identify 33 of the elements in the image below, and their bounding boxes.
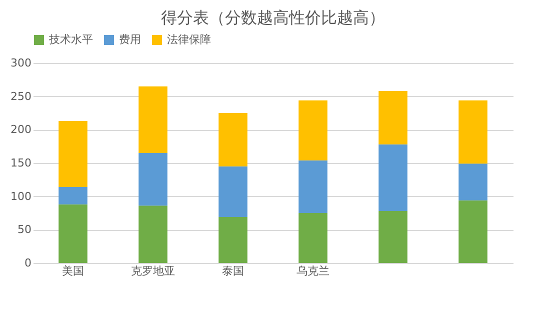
- y-tick-label: 100: [10, 190, 32, 203]
- bar: [298, 213, 328, 263]
- legend-label: 法律保障: [167, 33, 211, 46]
- bar: [58, 204, 88, 263]
- bar: [378, 91, 408, 144]
- y-tick-label: 200: [10, 123, 32, 136]
- bar: [218, 217, 248, 263]
- bar: [378, 211, 408, 263]
- bar: [298, 100, 328, 160]
- bar: [458, 200, 488, 263]
- bar: [458, 164, 488, 200]
- x-tick-label: 泰国: [222, 264, 244, 278]
- bar: [58, 187, 88, 204]
- bar: [138, 153, 168, 206]
- bar: [298, 160, 328, 213]
- x-tick-label: 乌克兰: [296, 264, 330, 278]
- bar: [58, 121, 88, 187]
- y-tick-label: 300: [10, 56, 32, 70]
- y-tick-label: 250: [10, 90, 32, 103]
- x-tick-label: 克罗地亚: [131, 264, 175, 278]
- y-tick-label: 0: [24, 256, 32, 270]
- bar: [378, 144, 408, 211]
- y-tick-label: 50: [18, 223, 32, 236]
- bar: [138, 86, 168, 153]
- legend-label: 费用: [119, 33, 141, 46]
- legend-label: 技术水平: [48, 33, 93, 46]
- bar: [138, 206, 168, 263]
- x-tick-label: 美国: [62, 264, 84, 278]
- chart-title: 得分表（分数越高性价比越高）: [161, 8, 385, 27]
- bar: [218, 166, 248, 217]
- bar: [458, 100, 488, 164]
- y-tick-label: 150: [10, 156, 32, 170]
- bar: [218, 113, 248, 166]
